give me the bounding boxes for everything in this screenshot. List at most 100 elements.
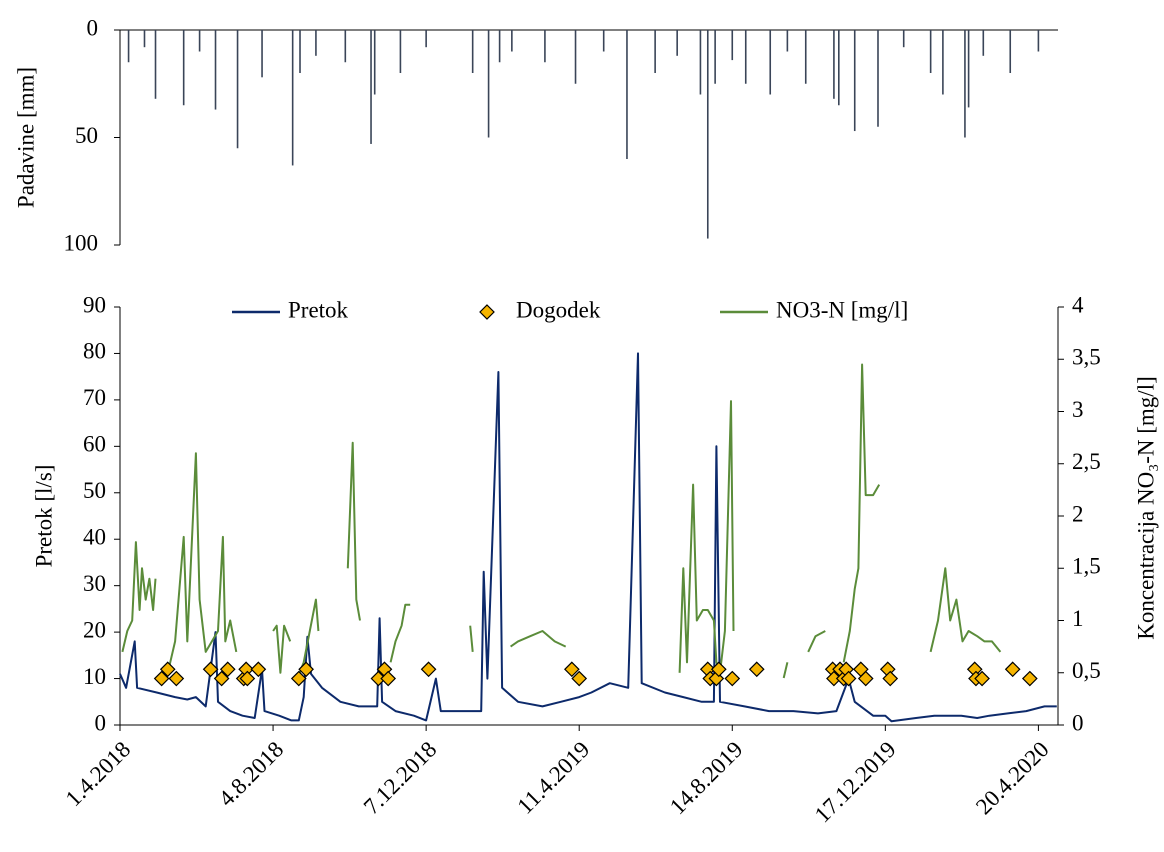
precipitation-bar: [967, 30, 970, 108]
y2-axis-title: Koncentracija NO₃-N [mg/l]: [1133, 376, 1158, 639]
y2-tick-label: 0: [1072, 710, 1084, 735]
y-tick-label: 70: [83, 385, 106, 410]
y2-tick-label: 2,5: [1072, 449, 1101, 474]
event-marker: [239, 670, 256, 687]
legend-swatch: [479, 304, 495, 320]
event-marker: [1021, 670, 1038, 687]
event-marker: [153, 670, 170, 687]
precipitation-bar: [786, 30, 789, 52]
y-tick-label: 90: [83, 292, 106, 317]
precipitation-bar: [214, 30, 217, 110]
precipitation-bar: [982, 30, 985, 56]
precipitation-bar: [853, 30, 856, 132]
x-tick-label: 14.8.2019: [665, 737, 748, 820]
event-marker: [882, 670, 899, 687]
precipitation-bar: [544, 30, 546, 63]
event-marker: [571, 670, 588, 687]
precipitation-bar: [370, 30, 372, 144]
precipitation-bar: [425, 30, 427, 48]
event-marker: [202, 661, 219, 678]
y-tick-label: 40: [83, 525, 106, 550]
event-marker: [974, 670, 990, 687]
precipitation-bar: [706, 30, 709, 239]
event-marker: [420, 661, 437, 678]
precipitation-bar: [498, 30, 501, 63]
precipitation-bar: [902, 30, 905, 48]
precipitation-bar: [929, 30, 932, 73]
y2-tick-label: 4: [1072, 292, 1084, 317]
legend-label: Dogodek: [516, 297, 601, 322]
precipitation-bar: [291, 30, 294, 166]
precipitation-bar: [261, 30, 263, 78]
y-tick-label: 20: [83, 617, 106, 642]
precipitation-bar: [833, 30, 835, 99]
x-tick-label: 11.4.2019: [512, 737, 594, 819]
x-tick-label: 7.12.2018: [359, 737, 442, 820]
y-tick-label: 50: [75, 123, 98, 148]
legend-label: NO3-N [mg/l]: [776, 297, 908, 322]
x-tick-label: 20.4.2020: [971, 737, 1054, 820]
event-marker: [840, 670, 857, 687]
precipitation-bar: [198, 30, 201, 52]
precipitation-bar: [399, 30, 402, 73]
precipitation-bar: [344, 30, 347, 63]
y-axis-title: Padavine [mm]: [13, 67, 38, 208]
precipitation-bar: [154, 30, 157, 99]
precipitation-bar: [714, 30, 716, 84]
event-marker: [213, 670, 230, 687]
precipitation-bar: [315, 30, 317, 56]
y-tick-label: 60: [83, 432, 106, 457]
legend-label: Pretok: [288, 297, 349, 322]
x-tick-label: 17.12.2019: [810, 737, 901, 828]
precipitation-bar: [676, 30, 678, 56]
precipitation-bar: [236, 30, 239, 149]
event-marker: [219, 661, 236, 678]
precipitation-bar: [838, 30, 840, 106]
series-line: [121, 363, 1002, 679]
x-tick-label: 1.4.2018: [61, 737, 136, 812]
precipitation-bar: [127, 30, 130, 63]
precipitation-bar: [1009, 30, 1012, 73]
y-tick-label: 0: [95, 710, 107, 735]
event-marker: [168, 670, 185, 687]
y2-tick-label: 1: [1072, 606, 1084, 631]
precipitation-bar: [699, 30, 702, 95]
x-tick-label: 4.8.2018: [214, 737, 289, 812]
y-tick-label: 0: [87, 15, 99, 40]
y2-tick-label: 3,5: [1072, 345, 1101, 370]
precipitation-bar: [964, 30, 966, 138]
precipitation-bar: [574, 30, 577, 84]
precipitation-bar: [626, 30, 628, 159]
y-tick-label: 100: [64, 230, 99, 255]
precipitation-bar: [769, 30, 772, 95]
series-line: [119, 352, 1057, 723]
precipitation-bar: [654, 30, 656, 73]
y-tick-label: 10: [83, 664, 106, 689]
precipitation-bar: [877, 30, 879, 127]
event-marker: [564, 661, 580, 678]
y2-tick-label: 2: [1072, 501, 1084, 526]
precipitation-bar: [143, 30, 146, 48]
event-marker: [290, 670, 307, 687]
event-marker: [298, 661, 314, 678]
precipitation-bar: [602, 30, 605, 52]
precipitation-bar: [299, 30, 301, 73]
event-marker: [724, 670, 741, 687]
precipitation-bar: [373, 30, 376, 95]
event-marker: [380, 670, 397, 687]
event-marker: [710, 661, 727, 678]
event-marker: [1004, 661, 1021, 678]
y-axis-title: Pretok [l/s]: [31, 465, 56, 568]
y-tick-label: 80: [83, 339, 106, 364]
precipitation-bar: [731, 30, 734, 61]
event-marker: [857, 670, 874, 687]
y-tick-label: 30: [83, 571, 106, 596]
precipitation-bar: [487, 30, 490, 138]
y2-tick-label: 1,5: [1072, 554, 1101, 579]
y2-tick-label: 0,5: [1072, 658, 1101, 683]
precipitation-bar: [1037, 30, 1040, 52]
precipitation-bar: [804, 30, 807, 84]
precipitation-bar: [942, 30, 944, 95]
event-marker: [748, 661, 765, 678]
